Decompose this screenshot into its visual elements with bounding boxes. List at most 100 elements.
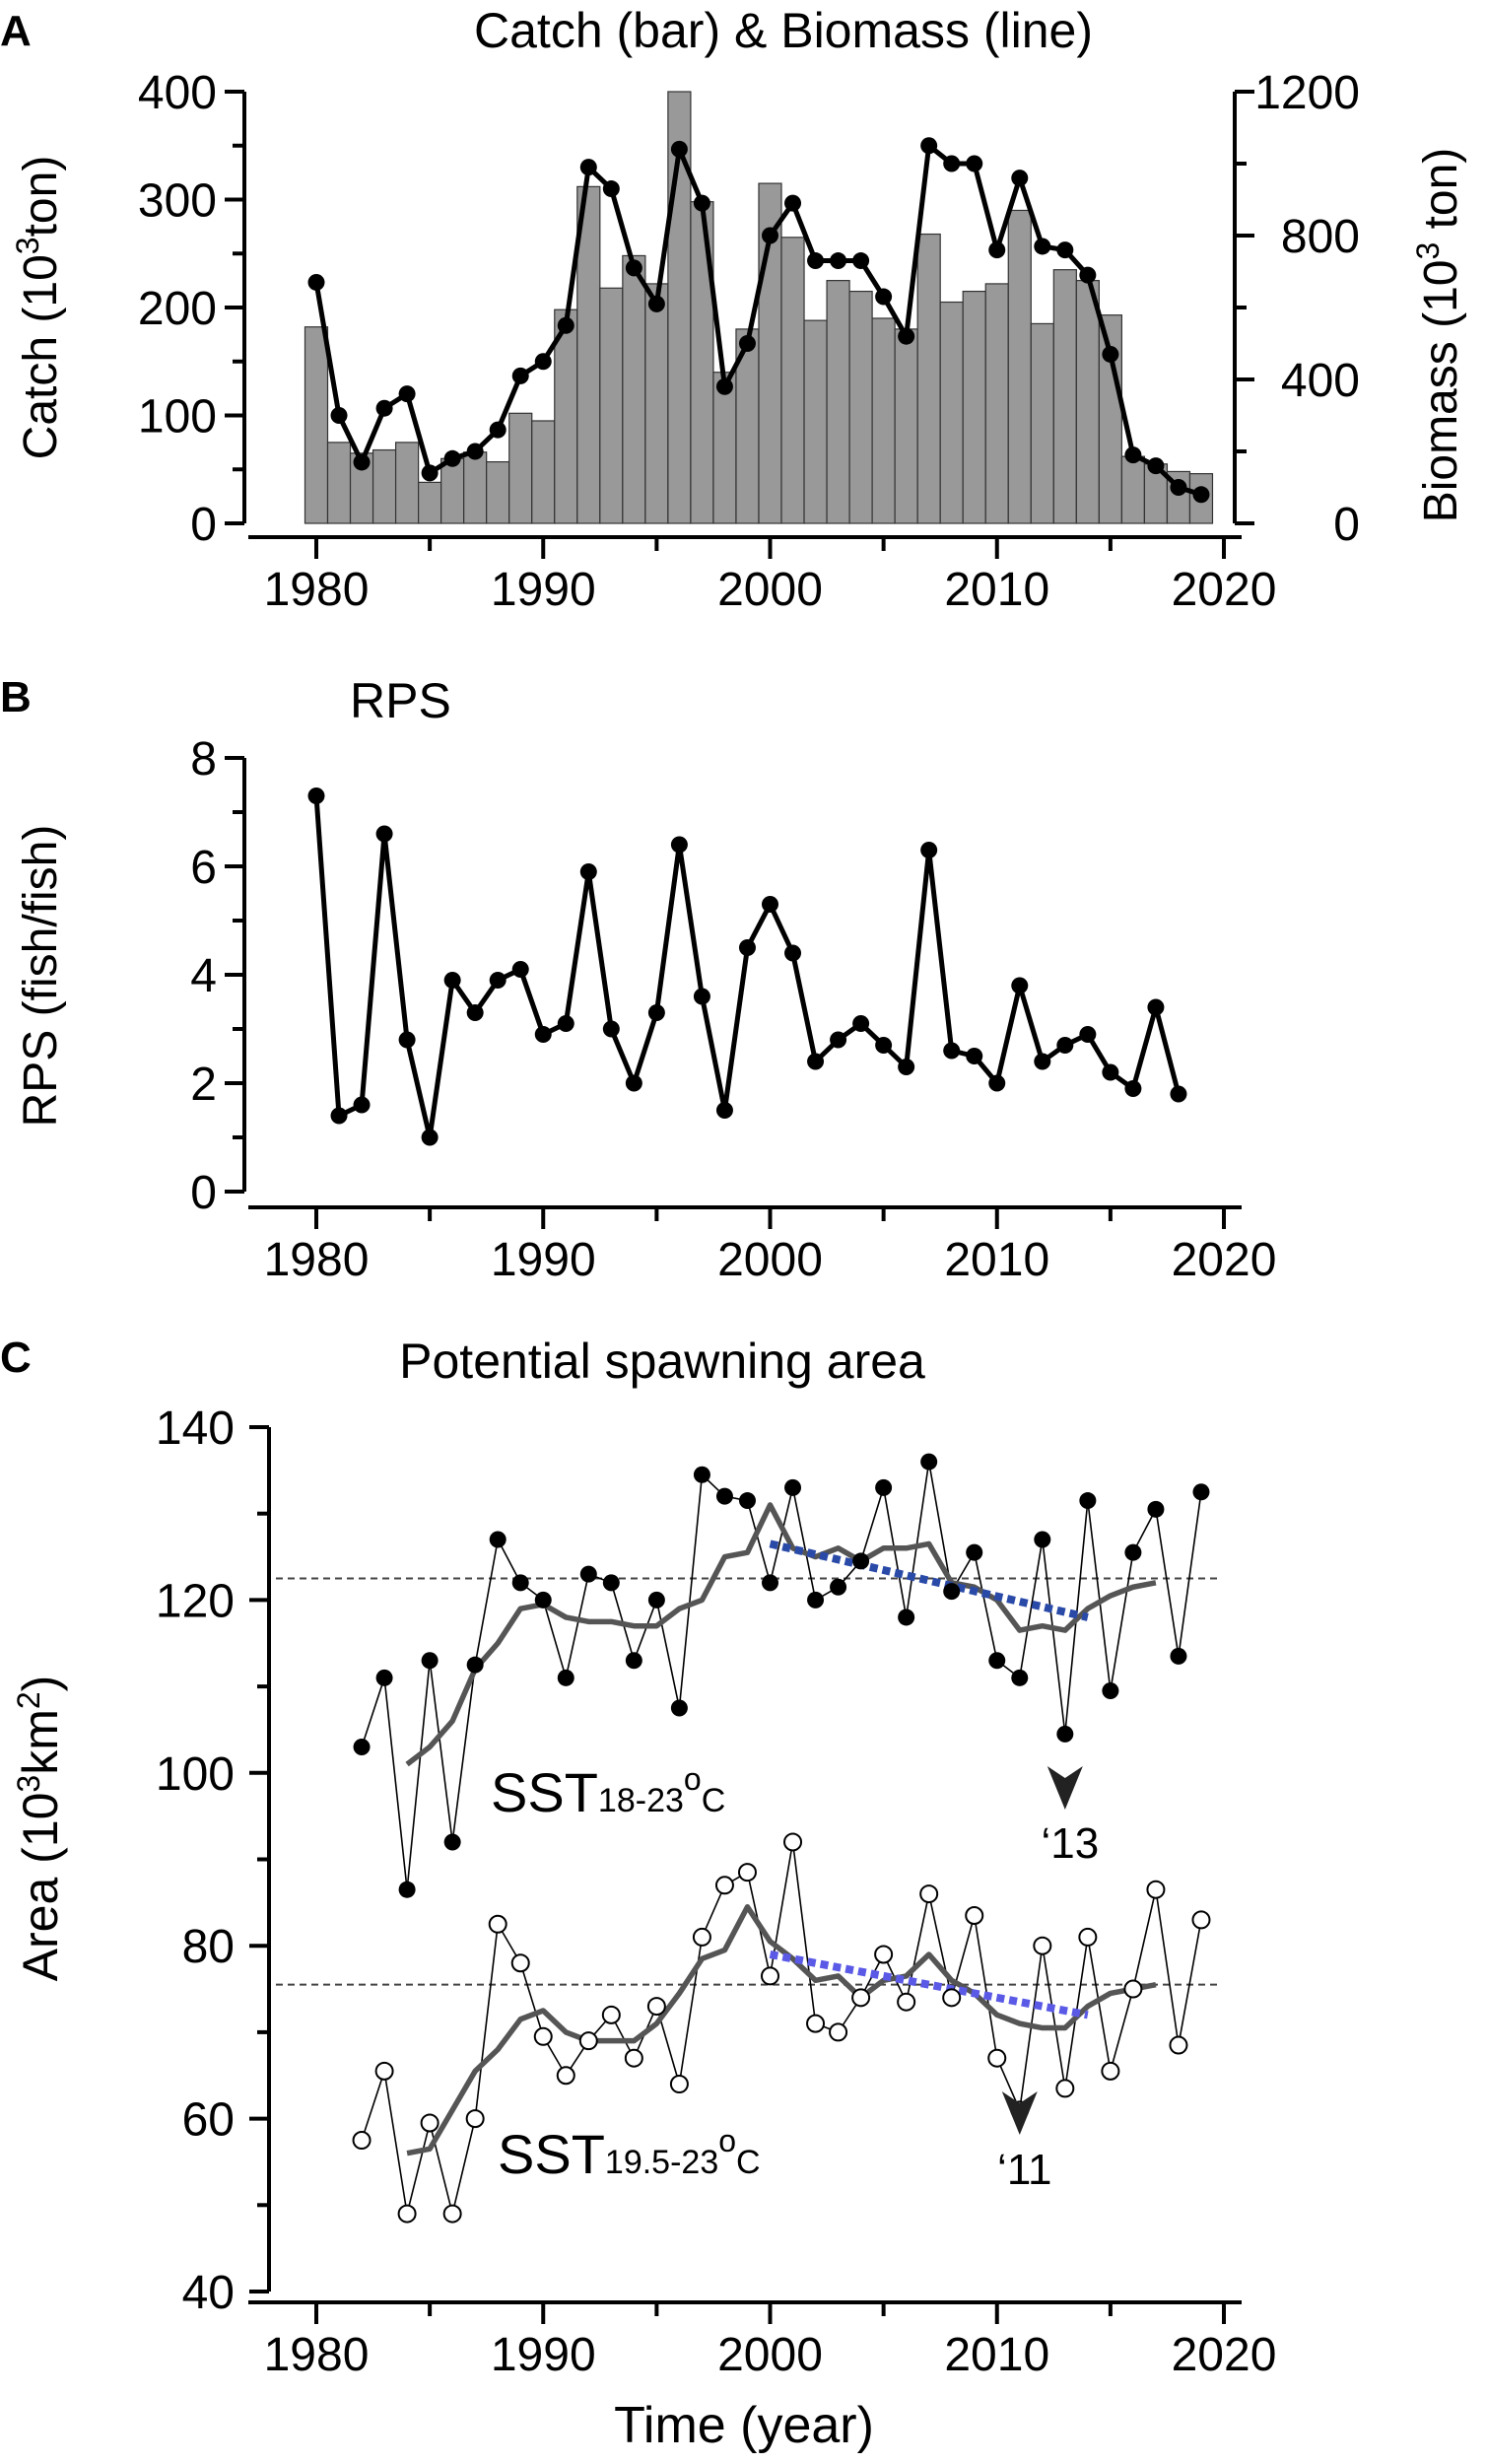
biomass-point: [443, 449, 461, 467]
series-label: SST18-23oC: [491, 1761, 725, 1823]
data-point-filled: [421, 1652, 439, 1670]
biomass-point: [375, 399, 393, 417]
y-tick-label: 120: [156, 1575, 235, 1627]
data-point-open: [919, 1884, 939, 1904]
rps-point: [353, 1096, 371, 1114]
catch-bar: [326, 442, 352, 524]
biomass-point: [353, 453, 371, 471]
data-point-filled: [1056, 1725, 1074, 1743]
catch-bar: [394, 442, 420, 524]
y-right-tick-label: 400: [1281, 355, 1360, 407]
rps-point: [693, 988, 710, 1005]
rps-point: [579, 863, 597, 880]
y-tick-label: 2: [190, 1059, 217, 1111]
data-point-filled: [489, 1531, 507, 1548]
rps-point: [330, 1107, 348, 1125]
data-point-open: [397, 2204, 417, 2224]
data-point-filled: [1102, 1681, 1119, 1699]
rps-point: [602, 1020, 620, 1038]
y-tick-label: 100: [156, 1748, 235, 1801]
panel-a-catch-biomass-chart: A Catch (bar) & Biomass (line) 0 100 200 300 4…: [0, 3, 1467, 616]
catch-bar: [939, 301, 964, 524]
data-point-filled: [1011, 1669, 1029, 1686]
data-point-filled: [920, 1453, 938, 1471]
y-left-tick-label: 300: [138, 175, 217, 228]
rps-point: [920, 842, 938, 858]
y-axis-label: Area (103km2): [11, 1676, 68, 1982]
data-point-open: [1078, 1927, 1098, 1947]
data-point-filled: [738, 1492, 756, 1510]
rps-point: [466, 1004, 484, 1021]
data-point-open: [1055, 2079, 1075, 2098]
data-point-filled: [534, 1591, 552, 1608]
data-point-open: [965, 1906, 984, 1926]
biomass-point: [966, 155, 983, 172]
x-tick-label: 2010: [944, 564, 1049, 616]
trend-dotted-line: [769, 1951, 1089, 2019]
data-point-filled: [1079, 1492, 1097, 1510]
y-label-sup: 2: [11, 1691, 46, 1709]
y-left-tick-label: 400: [138, 67, 217, 119]
rps-point: [738, 939, 756, 956]
biomass-point: [421, 464, 439, 482]
y-label-sup: 3: [11, 1775, 46, 1793]
rps-point: [421, 1129, 439, 1146]
data-point-open: [987, 2048, 1007, 2068]
data-point-filled: [807, 1591, 825, 1608]
data-point-open: [1101, 2061, 1120, 2081]
series-label-degree: o: [684, 1761, 702, 1797]
rps-point: [715, 1102, 733, 1119]
chart-title: Potential spawning area: [399, 1334, 925, 1389]
panel-label: A: [0, 7, 32, 55]
data-point-filled: [943, 1583, 961, 1601]
y-tick-label: 0: [190, 1167, 217, 1219]
y-left-tick-label: 200: [138, 283, 217, 335]
data-point-open: [1123, 1979, 1143, 1999]
rps-point: [1079, 1026, 1097, 1043]
data-point-open: [601, 2005, 621, 2024]
x-tick-label: 2020: [1172, 1234, 1277, 1286]
x-tick-label: 1980: [264, 1234, 370, 1286]
series-label-main: SST: [498, 2123, 605, 2185]
biomass-point: [1124, 446, 1142, 464]
biomass-point: [1011, 170, 1029, 187]
biomass-point: [762, 227, 778, 244]
data-point-open: [874, 1945, 894, 1964]
y-tick-label: 8: [190, 733, 217, 786]
moving-average-line: [405, 1502, 1157, 1767]
data-point-filled: [1147, 1500, 1165, 1518]
rps-point: [784, 944, 802, 962]
catch-bar: [599, 287, 624, 524]
data-point-open: [374, 2061, 394, 2081]
x-tick-label: 1990: [491, 564, 596, 616]
y-right-axis-label: Biomass (103 ton): [1410, 148, 1467, 523]
chart-title: RPS: [350, 673, 451, 728]
series-sst-19-5-23: SST19.5-23oC ‘11: [276, 1832, 1222, 2224]
data-point-filled: [375, 1669, 393, 1686]
rps-point: [852, 1015, 870, 1032]
x-tick-label: 2000: [717, 2329, 823, 2381]
rps-point: [807, 1053, 825, 1070]
y-label-text: km: [13, 1709, 68, 1775]
rps-point: [1102, 1063, 1119, 1081]
data-point-open: [420, 2113, 439, 2133]
biomass-point: [943, 155, 961, 172]
biomass-point: [1192, 486, 1210, 504]
rps-point: [1124, 1080, 1142, 1097]
biomass-point: [898, 327, 915, 345]
rps-point: [670, 836, 688, 854]
y-right-tick-label: 0: [1333, 499, 1360, 551]
down-arrow-icon: [1001, 2091, 1038, 2135]
rps-point: [988, 1074, 1006, 1092]
data-point-open: [1191, 1910, 1211, 1930]
data-point-open: [1146, 1880, 1166, 1899]
data-point-filled: [557, 1669, 574, 1686]
catch-bar: [1098, 314, 1122, 524]
data-point-filled: [715, 1487, 733, 1505]
biomass-point: [807, 252, 825, 270]
data-point-open: [714, 1876, 734, 1895]
rps-point: [375, 825, 393, 843]
catch-bar: [1030, 322, 1054, 524]
rps-point: [534, 1026, 552, 1043]
